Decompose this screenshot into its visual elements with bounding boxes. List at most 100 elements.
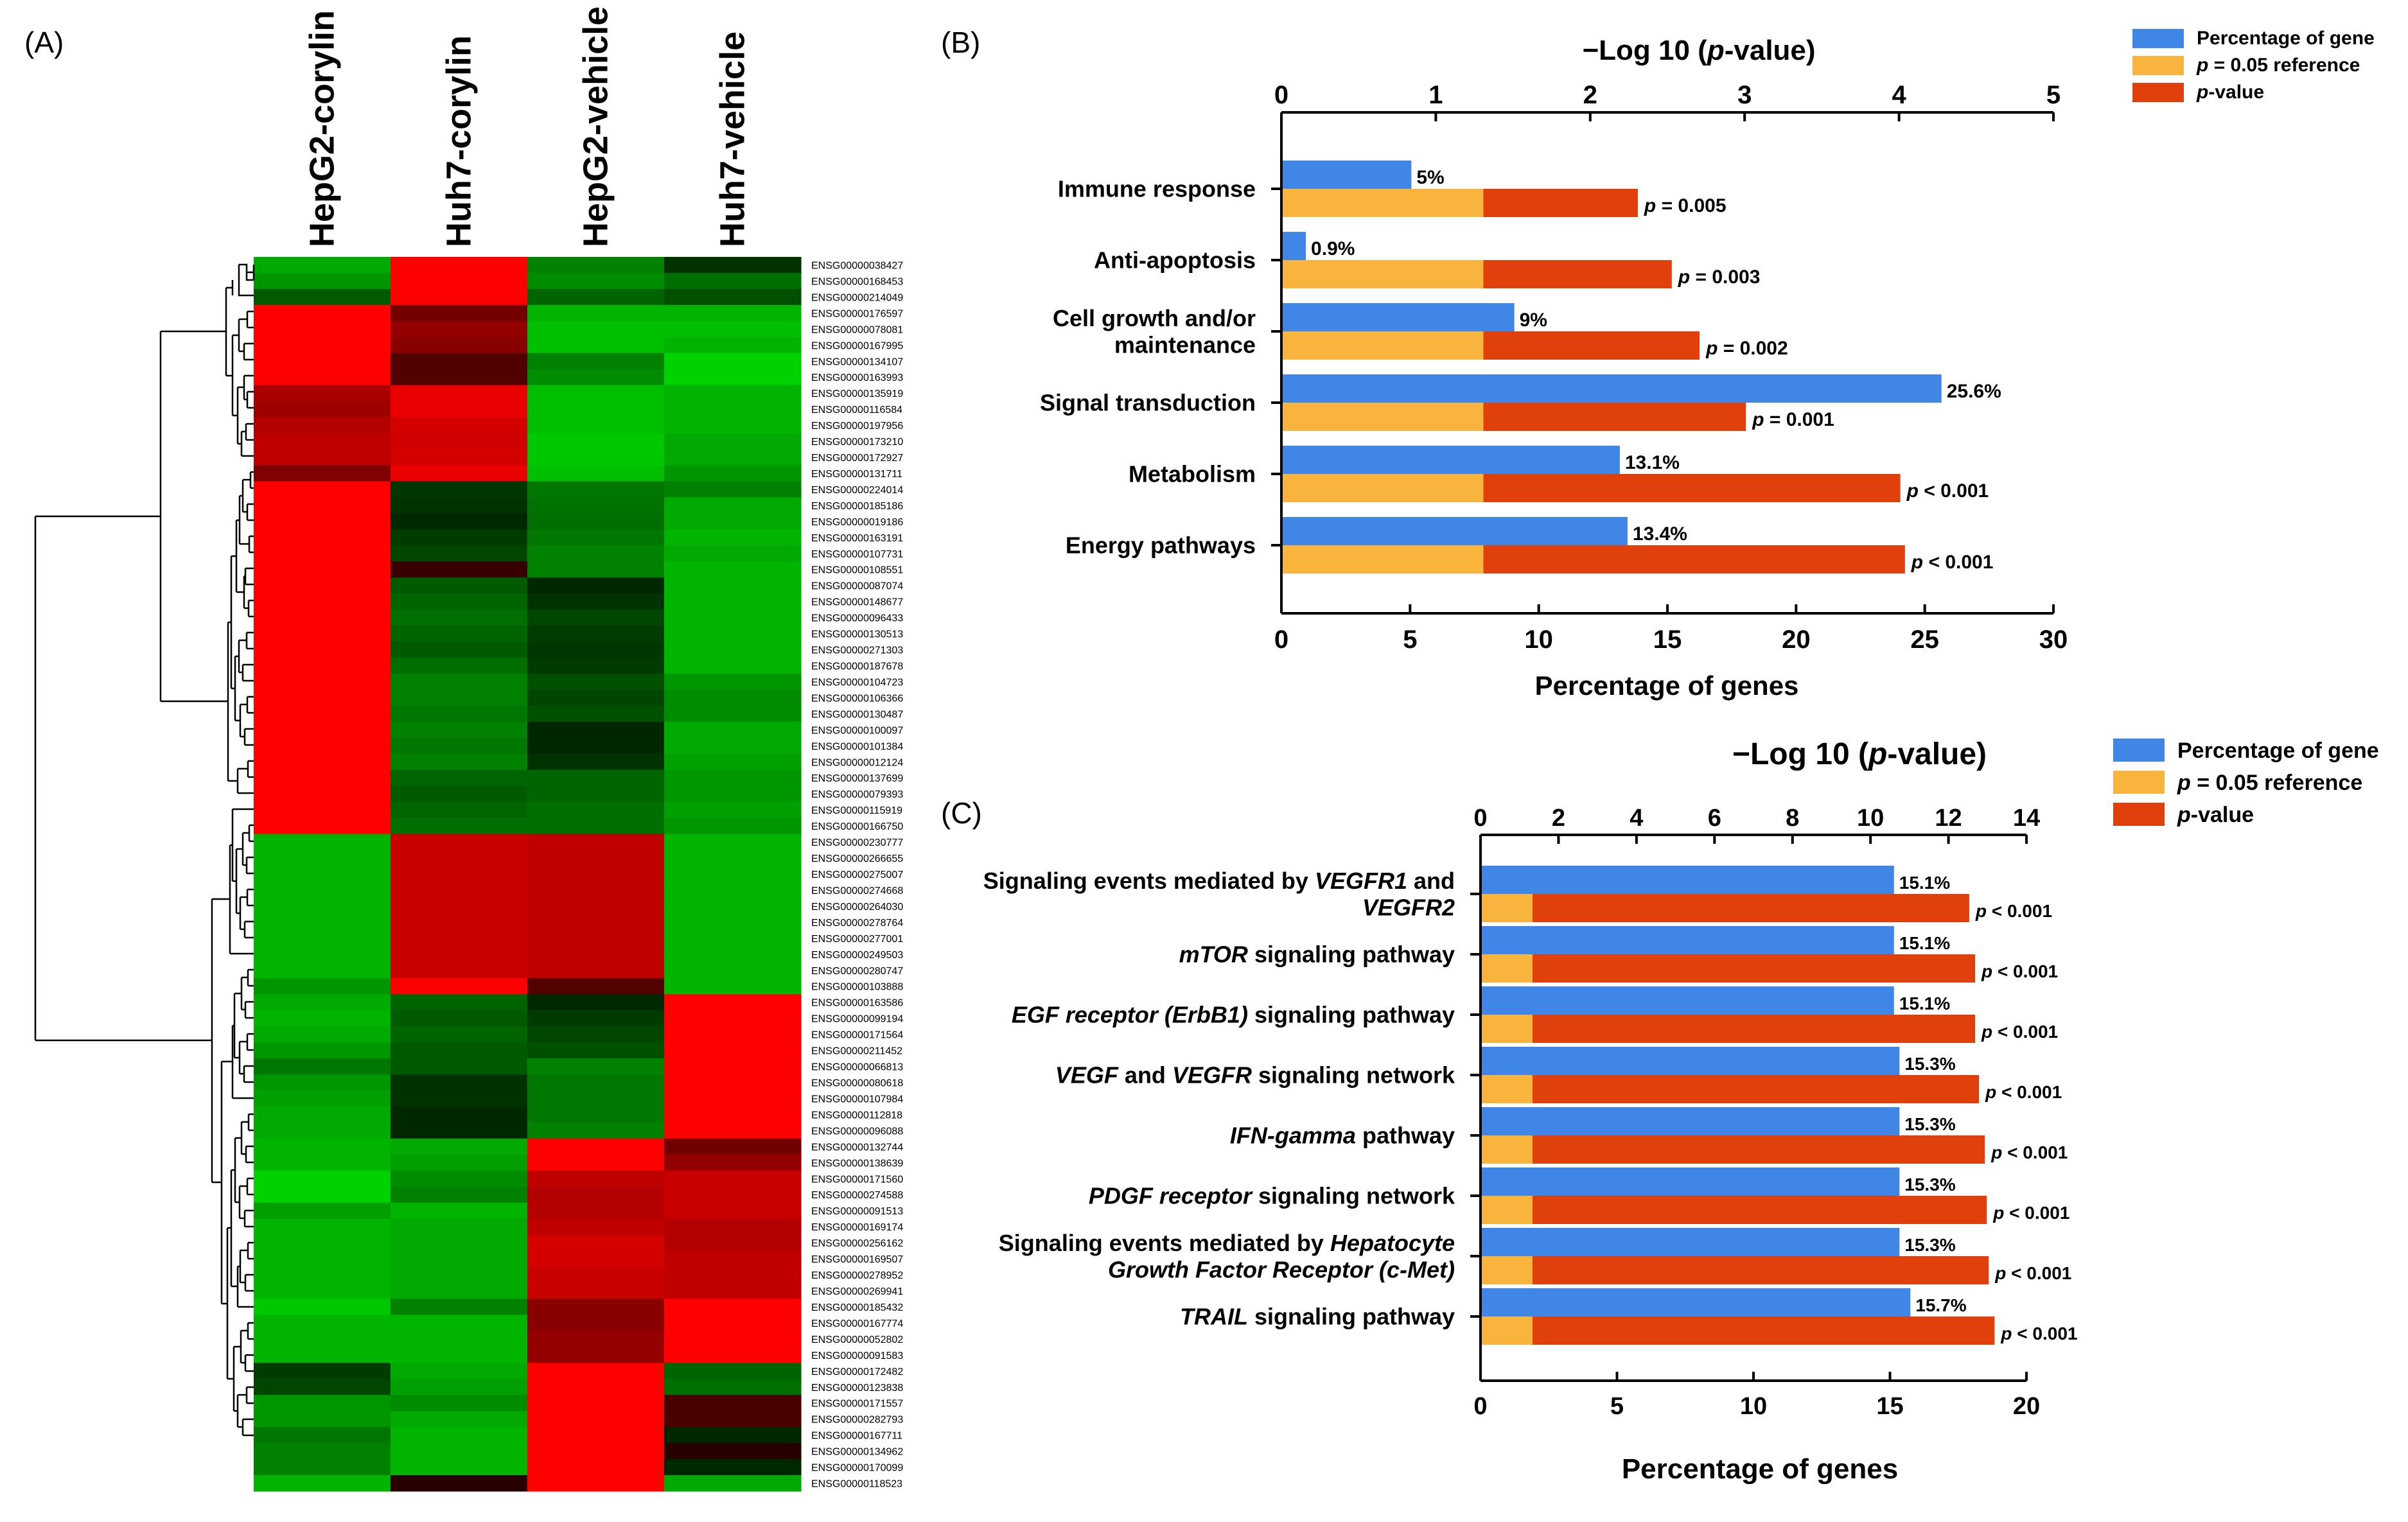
bar-pvalue — [1483, 331, 1700, 360]
x2-tick-label: 10 — [1857, 805, 1884, 832]
heatmap-cell — [254, 1074, 391, 1091]
bar-pvalue — [1483, 474, 1901, 502]
heatmap-cell — [664, 1427, 802, 1444]
category-label: Signaling events mediated by Hepatocyte — [999, 1230, 1455, 1256]
heatmap-cell — [664, 401, 802, 418]
bar-reference — [1283, 331, 1484, 360]
heatmap-cell — [664, 673, 802, 690]
heatmap-cell — [391, 481, 528, 498]
heatmap-cell — [391, 1459, 528, 1476]
heatmap-cell — [391, 962, 528, 979]
heatmap-row-label: ENSG00000107731 — [811, 549, 903, 560]
heatmap-cell — [254, 1026, 391, 1043]
heatmap-row-label: ENSG00000278764 — [811, 918, 903, 929]
legend-swatch — [2132, 56, 2184, 75]
x-axis-title-c: Percentage of genes — [1622, 1453, 1898, 1485]
category-labels-b: Immune response Anti-apoptosis Cell growth… — [1040, 176, 1256, 559]
heatmap-cell — [254, 1234, 391, 1252]
heatmap-cell — [254, 705, 391, 722]
heatmap-row-label: ENSG00000266655 — [811, 853, 903, 864]
heatmap-cell — [254, 850, 391, 867]
heatmap-cell — [527, 930, 665, 947]
bar-pvalue-label: p = 0.005 — [1644, 195, 1727, 216]
heatmap-cell — [254, 497, 391, 514]
heatmap-cell — [527, 1427, 665, 1444]
heatmap-cell — [527, 785, 665, 803]
heatmap-cell — [391, 433, 528, 450]
heatmap-cell — [254, 737, 391, 755]
heatmap-cell — [527, 1459, 665, 1476]
heatmap-cell — [527, 320, 665, 338]
bar-pvalue — [1532, 1196, 1987, 1224]
heatmap-row-label: ENSG00000275007 — [811, 870, 903, 880]
panel-label-a: (A) — [24, 26, 64, 59]
heatmap-cell — [664, 705, 802, 722]
heatmap-cell — [391, 1363, 528, 1379]
heatmap-cell — [527, 1315, 665, 1331]
heatmap-cell — [254, 1202, 391, 1220]
heatmap-cell — [664, 353, 802, 370]
heatmap-row-label: ENSG00000167711 — [811, 1431, 902, 1442]
heatmap-cell — [391, 1395, 528, 1412]
heatmap-cell — [391, 1138, 528, 1155]
heatmap-cell — [527, 449, 665, 466]
heatmap-cell — [391, 1218, 528, 1236]
heatmap-cell — [254, 673, 391, 690]
heatmap-cell — [254, 898, 391, 914]
heatmap-cell — [391, 577, 528, 594]
heatmap-cell — [391, 1411, 528, 1428]
heatmap-cell — [254, 529, 391, 546]
panel-label-b: (B) — [941, 26, 980, 59]
heatmap-cell — [254, 1010, 391, 1027]
heatmap-row-label: ENSG00000163993 — [811, 372, 903, 383]
heatmap-row-label: ENSG00000171564 — [811, 1030, 903, 1041]
bar-percentage-label: 15.3% — [1904, 1175, 1955, 1194]
heatmap-cell — [391, 1379, 528, 1395]
legend-swatch — [2132, 29, 2184, 48]
heatmap-row-label: ENSG00000106366 — [811, 693, 903, 704]
bar-percentage-label: 5% — [1416, 167, 1444, 188]
legend-b: Percentage of gene p = 0.05 reference p-va… — [2132, 28, 2375, 103]
heatmap-cell — [664, 1315, 802, 1331]
heatmap-cell — [254, 1218, 391, 1236]
bar-pvalue — [1532, 1015, 1976, 1043]
heatmap-cell — [527, 433, 665, 450]
heatmap-cell — [527, 497, 665, 514]
heatmap-cell — [527, 1411, 665, 1428]
category-label: Anti-apoptosis — [1094, 247, 1256, 274]
heatmap-cell — [664, 1122, 802, 1139]
heatmap-cell — [391, 609, 528, 626]
heatmap-cell — [527, 658, 665, 674]
heatmap-cell — [664, 1443, 802, 1460]
heatmap-cell — [664, 449, 802, 466]
heatmap-cell — [254, 1379, 391, 1395]
heatmap-cell — [254, 1459, 391, 1476]
bar-pvalue-label: p < 0.001 — [1992, 1203, 2070, 1223]
heatmap-cell — [391, 401, 528, 418]
heatmap-cell — [527, 769, 665, 787]
heatmap-cell — [391, 866, 528, 883]
x2-tick-label: 0 — [1274, 81, 1288, 109]
x-tick-label: 5 — [1610, 1393, 1624, 1420]
heatmap-cell — [527, 673, 665, 690]
heatmap-cell — [254, 561, 391, 578]
heatmap-cell — [527, 801, 665, 819]
heatmap-row-label: ENSG00000130487 — [811, 709, 903, 720]
heatmap-cell — [391, 369, 528, 386]
x-tick-label: 5 — [1403, 625, 1417, 654]
heatmap-cell — [664, 625, 802, 642]
heatmap-row-label: ENSG00000274668 — [811, 886, 903, 897]
heatmap-cell — [391, 1122, 528, 1139]
heatmap-column-label: Huh7-corylin — [440, 35, 479, 247]
legend-label: p = 0.05 reference — [2196, 55, 2360, 76]
bar-percentage-label: 13.4% — [1633, 523, 1687, 545]
bar-reference — [1482, 1135, 1533, 1164]
heatmap-cell — [664, 1186, 802, 1203]
heatmap-row-label: ENSG00000104723 — [811, 677, 903, 688]
heatmap-cell — [664, 1331, 802, 1347]
heatmap-cell — [391, 1154, 528, 1171]
heatmap-cell — [664, 1234, 802, 1252]
heatmap-cell — [664, 850, 802, 867]
bar-reference — [1482, 894, 1533, 922]
heatmap-row-label: ENSG00000185186 — [811, 501, 903, 512]
